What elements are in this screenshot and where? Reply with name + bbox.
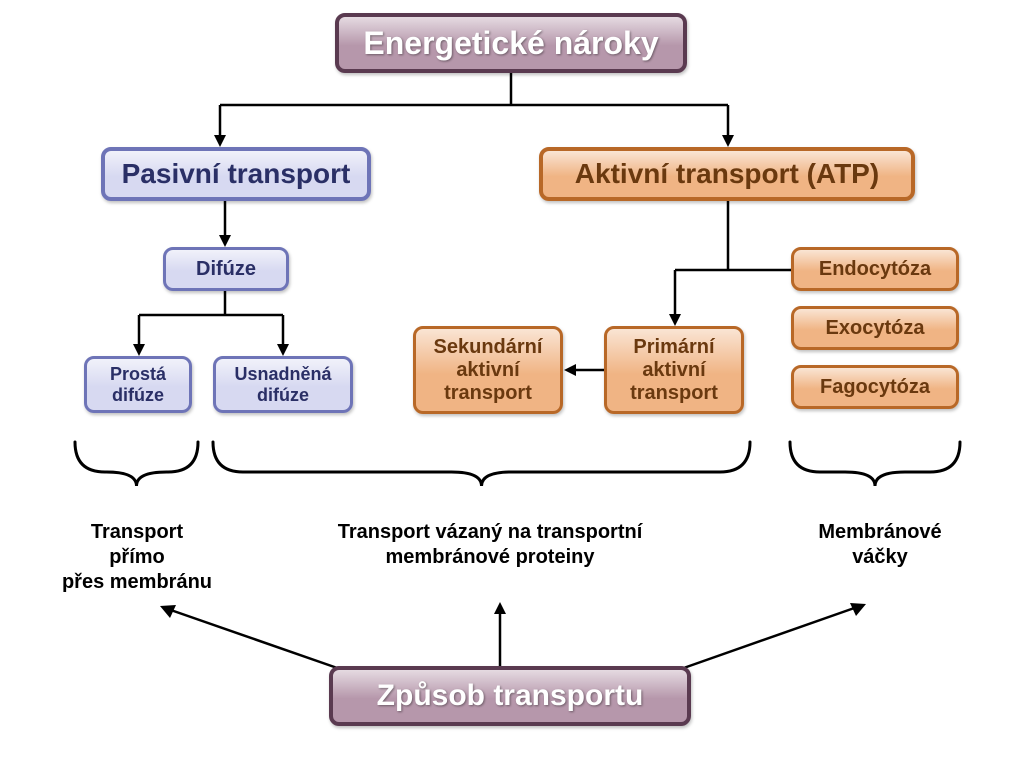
node-primar-label: Primární aktivní transport (630, 336, 718, 405)
node-active-label: Aktivní transport (ATP) (575, 158, 879, 190)
node-sekund: Sekundární aktivní transport (413, 326, 563, 414)
node-endo-label: Endocytóza (819, 258, 931, 281)
node-sekund-label: Sekundární aktivní transport (434, 336, 543, 405)
node-difuze: Difúze (163, 247, 289, 291)
label-l3: Membránové váčky (780, 520, 980, 570)
node-exo: Exocytóza (791, 306, 959, 350)
node-energy: Energetické nároky (335, 13, 687, 73)
node-energy-label: Energetické nároky (363, 25, 658, 62)
node-zpusob-label: Způsob transportu (377, 679, 644, 714)
node-endo: Endocytóza (791, 247, 959, 291)
arrowhead-12 (564, 364, 576, 376)
arrowhead-7 (133, 344, 145, 356)
node-fago-label: Fagocytóza (820, 376, 930, 399)
connector-13 (165, 608, 343, 670)
node-primar: Primární aktivní transport (604, 326, 744, 414)
node-active: Aktivní transport (ATP) (539, 147, 915, 201)
brace-0 (75, 442, 198, 486)
brace-1 (213, 442, 750, 486)
node-prosta: Prostá difúze (84, 356, 192, 413)
node-fago: Fagocytóza (791, 365, 959, 409)
node-usnad-label: Usnadněná difúze (234, 364, 331, 405)
node-prosta-label: Prostá difúze (110, 364, 166, 405)
node-difuze-label: Difúze (196, 258, 256, 281)
arrowhead-4 (219, 235, 231, 247)
node-passive: Pasivní transport (101, 147, 371, 201)
node-zpusob: Způsob transportu (329, 666, 691, 726)
node-passive-label: Pasivní transport (122, 158, 351, 190)
node-usnad: Usnadněná difúze (213, 356, 353, 413)
node-exo-label: Exocytóza (826, 317, 925, 340)
arrowhead-3 (722, 135, 734, 147)
arrowhead-11 (669, 314, 681, 326)
connector-15 (678, 606, 860, 670)
brace-2 (790, 442, 960, 486)
label-l1: Transport přímo přes membránu (42, 520, 232, 595)
label-l2: Transport vázaný na transportní membráno… (260, 520, 720, 570)
arrowhead-8 (277, 344, 289, 356)
arrowhead-14 (494, 602, 506, 614)
arrowhead-2 (214, 135, 226, 147)
